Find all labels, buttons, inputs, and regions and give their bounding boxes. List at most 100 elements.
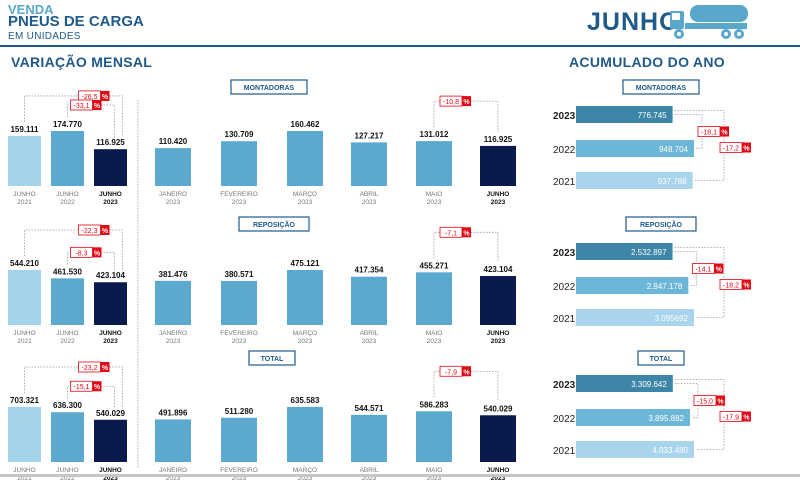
year-label-ytd-montadoras-2: 2021 xyxy=(553,177,576,188)
segment-label-total: TOTAL xyxy=(261,356,284,363)
tick-label-month-reposio-2: MARÇO xyxy=(293,330,317,337)
svg-text:-15,1: -15,1 xyxy=(74,384,90,391)
tick-label-yoy-montadoras-1: JUNHO xyxy=(56,191,78,198)
value-label-ytd-total-0: 3.309.642 xyxy=(631,380,667,389)
bracket-ytd-inner-montadoras xyxy=(674,114,703,149)
truck-icon xyxy=(670,5,748,39)
bar-ytd-total-1 xyxy=(576,409,690,426)
tick-year-month-reposio-2: 2023 xyxy=(298,338,313,345)
tick-label-month-total-1: FEVEREIRO xyxy=(220,467,258,474)
svg-text:-23,2: -23,2 xyxy=(82,365,98,372)
badge-month-reposio: -7,1% xyxy=(439,226,471,238)
tick-label-month-reposio-4: MAIO xyxy=(426,330,443,337)
tick-year-month-reposio-5: 2023 xyxy=(491,338,506,345)
value-label-month-reposio-5: 423.104 xyxy=(484,265,513,274)
bar-month-total-4 xyxy=(416,411,452,462)
tick-year-month-montadoras-1: 2023 xyxy=(232,199,247,206)
value-label-month-total-5: 540.029 xyxy=(484,404,513,413)
bar-yoy-reposio-0 xyxy=(8,270,41,325)
tick-label-month-total-3: ABRIL xyxy=(360,467,379,474)
value-label-month-reposio-2: 475.121 xyxy=(291,259,320,268)
svg-text:-22,3: -22,3 xyxy=(82,228,98,235)
bottom-divider xyxy=(0,474,800,477)
value-label-month-reposio-0: 381.476 xyxy=(159,270,188,279)
value-label-ytd-montadoras-1: 948.704 xyxy=(659,145,688,154)
bar-month-montadoras-0 xyxy=(155,148,191,186)
bar-month-reposio-0 xyxy=(155,280,191,325)
bar-ytd-reposio-2 xyxy=(576,309,694,326)
bar-month-montadoras-5 xyxy=(480,145,516,186)
tick-year-month-total-2: 2023 xyxy=(298,475,313,480)
tick-label-month-total-2: MARÇO xyxy=(293,467,317,474)
header-divider xyxy=(0,45,800,47)
year-label-ytd-reposio-0: 2023 xyxy=(553,248,576,259)
year-label-ytd-reposio-2: 2021 xyxy=(553,314,576,325)
ytd-segment-label-total: TOTAL xyxy=(650,356,673,363)
tick-year-yoy-montadoras-1: 2022 xyxy=(60,199,75,206)
tick-year-yoy-reposio-2: 2023 xyxy=(103,338,118,345)
bar-month-total-5 xyxy=(480,415,516,462)
tick-year-month-montadoras-2: 2023 xyxy=(298,199,313,206)
segment-label-reposio-box xyxy=(238,216,310,232)
year-label-ytd-total-1: 2022 xyxy=(553,414,576,425)
value-label-yoy-montadoras-2: 116.925 xyxy=(96,138,125,147)
value-label-month-montadoras-4: 131.012 xyxy=(420,130,449,139)
tick-year-yoy-total-0: 2021 xyxy=(17,475,32,480)
badge-month-montadoras: -10,8% xyxy=(439,95,471,107)
bar-month-reposio-5 xyxy=(480,276,516,325)
badge-ytd-outer-reposio: -18,2% xyxy=(719,279,751,290)
svg-text:-17,2: -17,2 xyxy=(723,146,739,153)
badge-yoy-inner-reposio: -8,3% xyxy=(70,246,102,258)
bracket-yoy-inner-reposio xyxy=(67,251,115,271)
tick-label-month-montadoras-5: JUNHO xyxy=(487,191,510,198)
value-label-yoy-reposio-0: 544.210 xyxy=(10,259,39,268)
svg-text:-10,8: -10,8 xyxy=(443,99,459,106)
svg-text:-8,3: -8,3 xyxy=(75,250,87,257)
tick-year-month-reposio-1: 2023 xyxy=(232,338,247,345)
svg-text:%: % xyxy=(94,103,101,110)
bar-ytd-total-0 xyxy=(576,375,673,392)
svg-text:%: % xyxy=(721,130,728,137)
tick-label-yoy-montadoras-0: JUNHO xyxy=(13,191,35,198)
value-label-ytd-reposio-2: 3.095692 xyxy=(655,314,689,323)
svg-text:-7,9: -7,9 xyxy=(445,369,457,376)
value-label-month-reposio-1: 380.571 xyxy=(225,270,254,279)
tick-label-month-montadoras-4: MAIO xyxy=(426,191,443,198)
bracket-yoy-outer-total xyxy=(24,366,123,408)
bar-yoy-reposio-1 xyxy=(51,278,84,325)
value-label-ytd-reposio-1: 2.947.178 xyxy=(647,282,683,291)
svg-text:-33,1: -33,1 xyxy=(74,103,90,110)
month-title: JUNHO xyxy=(587,8,680,36)
tick-year-month-montadoras-4: 2023 xyxy=(427,199,442,206)
year-label-ytd-total-2: 2021 xyxy=(553,446,576,457)
value-label-ytd-reposio-0: 2.532.897 xyxy=(631,248,667,257)
tick-label-month-montadoras-0: JANEIRO xyxy=(159,191,187,198)
year-label-ytd-total-0: 2023 xyxy=(553,380,576,391)
badge-yoy-outer-montadoras: -26,5% xyxy=(78,90,110,102)
header-kicker: VENDA xyxy=(8,2,54,17)
tick-year-month-montadoras-3: 2023 xyxy=(362,199,377,206)
bar-month-reposio-2 xyxy=(287,270,323,325)
svg-text:%: % xyxy=(463,99,470,106)
tick-label-yoy-total-0: JUNHO xyxy=(13,467,35,474)
svg-text:-7,1: -7,1 xyxy=(445,230,457,237)
tick-label-yoy-reposio-1: JUNHO xyxy=(56,330,78,337)
svg-text:%: % xyxy=(743,283,750,290)
badge-ytd-outer-total: -17,9% xyxy=(719,411,751,422)
tick-label-yoy-total-2: JUNHO xyxy=(99,467,122,474)
year-label-ytd-montadoras-0: 2023 xyxy=(553,111,576,122)
badge-ytd-inner-total: -15,0% xyxy=(693,395,725,406)
bar-month-montadoras-3 xyxy=(351,142,387,186)
bar-month-montadoras-2 xyxy=(287,131,323,186)
bar-ytd-montadoras-1 xyxy=(576,140,694,157)
tick-year-month-total-0: 2023 xyxy=(166,475,181,480)
tick-year-month-total-3: 2023 xyxy=(362,475,377,480)
bar-yoy-total-2 xyxy=(94,419,127,462)
svg-text:%: % xyxy=(716,267,723,274)
segment-label-total-box xyxy=(248,350,296,366)
bar-yoy-total-1 xyxy=(51,412,84,462)
value-label-month-montadoras-5: 116.925 xyxy=(484,135,513,144)
tick-year-yoy-reposio-0: 2021 xyxy=(17,338,32,345)
svg-text:-17,9: -17,9 xyxy=(723,415,739,422)
